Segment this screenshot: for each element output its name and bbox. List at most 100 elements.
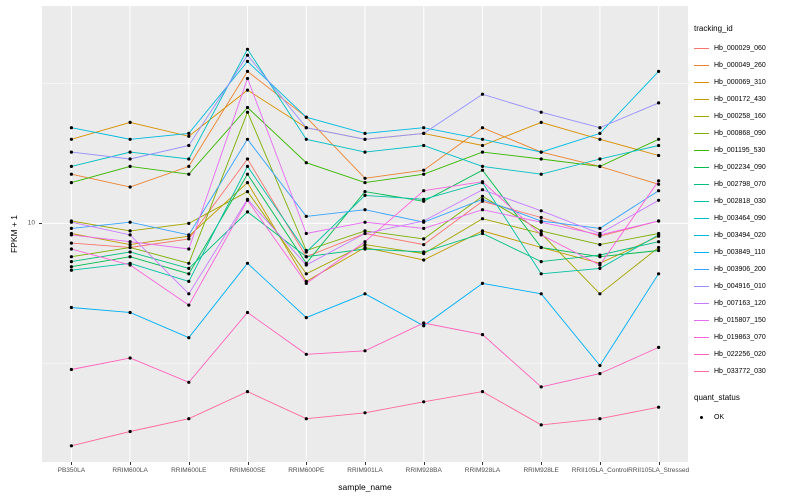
data-point — [480, 390, 485, 394]
data-point — [598, 372, 602, 376]
x-tick-mark — [658, 462, 660, 465]
data-point — [363, 349, 367, 353]
data-point — [422, 243, 426, 247]
data-point — [539, 233, 543, 237]
data-point — [422, 250, 426, 254]
data-point — [69, 150, 73, 154]
plot-canvas — [42, 6, 688, 462]
legend-item: Hb_022256_020 — [694, 346, 798, 363]
data-point — [480, 92, 485, 96]
data-point — [422, 189, 426, 193]
legend-item-label: Hb_003494_020 — [714, 232, 766, 239]
data-point — [539, 272, 543, 276]
data-point — [245, 69, 250, 73]
data-point — [128, 243, 132, 247]
data-point — [657, 179, 661, 183]
data-point — [598, 243, 602, 247]
data-point — [69, 367, 73, 372]
data-point — [598, 417, 602, 421]
data-point — [598, 253, 602, 257]
data-point — [187, 134, 191, 138]
data-point — [657, 189, 661, 193]
data-point — [245, 137, 250, 141]
line-key-icon — [694, 286, 709, 287]
data-point — [363, 243, 367, 247]
legend: tracking_id Hb_000029_060 Hb_000049_260 Hb… — [694, 24, 798, 426]
data-point — [245, 105, 250, 110]
data-point — [539, 150, 543, 154]
line-key-icon — [694, 269, 709, 270]
data-point — [245, 310, 250, 315]
data-point — [245, 53, 250, 57]
data-point — [128, 120, 132, 124]
data-point — [304, 316, 308, 320]
line-key-icon — [694, 167, 709, 168]
x-tick-label: RRIM901LA — [347, 467, 383, 474]
line-key-icon — [694, 150, 709, 151]
legend-item-label: OK — [714, 414, 725, 421]
data-point — [69, 241, 73, 245]
data-point — [422, 143, 426, 148]
data-point — [304, 417, 308, 421]
x-tick-mark — [541, 462, 543, 465]
data-point — [363, 240, 367, 244]
data-point — [422, 237, 426, 241]
data-point — [657, 143, 661, 148]
legend-item-label: Hb_000069_310 — [714, 79, 766, 86]
data-point — [363, 231, 367, 236]
line-key-icon — [694, 116, 709, 117]
data-point — [245, 198, 250, 202]
data-point — [187, 303, 191, 307]
data-point — [187, 233, 191, 237]
data-point — [69, 126, 73, 130]
data-point — [187, 380, 191, 384]
line-key-icon — [694, 320, 709, 321]
data-point — [480, 333, 485, 337]
data-point — [480, 164, 485, 168]
data-point — [539, 110, 543, 114]
data-point — [69, 233, 73, 237]
line-key-icon — [694, 252, 709, 253]
line-key-icon — [694, 201, 709, 202]
legend-item: Hb_003464_090 — [694, 210, 798, 227]
x-tick-mark — [247, 462, 249, 465]
data-point — [187, 164, 191, 168]
data-point — [480, 281, 485, 285]
data-point — [363, 411, 367, 415]
legend-item-label: Hb_000049_260 — [714, 62, 766, 69]
data-point — [422, 324, 426, 328]
x-axis-title: sample_name — [338, 482, 392, 492]
data-point — [69, 164, 73, 168]
line-key-icon — [694, 371, 709, 372]
x-tick-mark — [71, 462, 73, 465]
legend-item: Hb_004916_010 — [694, 278, 798, 295]
data-point — [422, 226, 426, 230]
data-point — [128, 429, 132, 434]
data-point — [657, 101, 661, 105]
data-point — [128, 245, 132, 250]
x-tick-label: RRIM928LE — [523, 467, 559, 474]
legend-item-label: Hb_007163_120 — [714, 300, 766, 307]
y-tick-label: 10 — [27, 219, 35, 227]
x-tick-mark — [365, 462, 366, 465]
data-point — [363, 190, 367, 194]
data-point — [598, 263, 602, 267]
data-point — [187, 237, 191, 241]
x-tick-mark — [306, 462, 308, 465]
legend-item: Hb_002798_070 — [694, 176, 798, 193]
x-tick-mark — [188, 462, 190, 465]
data-point — [363, 181, 367, 185]
data-point — [187, 279, 191, 283]
data-point — [657, 69, 661, 73]
data-point — [657, 248, 661, 253]
data-point — [422, 126, 426, 130]
line-key-icon — [694, 48, 709, 49]
data-point — [480, 137, 485, 141]
data-point — [480, 229, 485, 233]
legend-item: Hb_007163_120 — [694, 295, 798, 312]
legend-item: Hb_000049_260 — [694, 57, 798, 74]
data-point — [422, 321, 426, 325]
data-point — [657, 198, 661, 202]
data-point — [69, 444, 73, 448]
data-point — [69, 260, 73, 264]
